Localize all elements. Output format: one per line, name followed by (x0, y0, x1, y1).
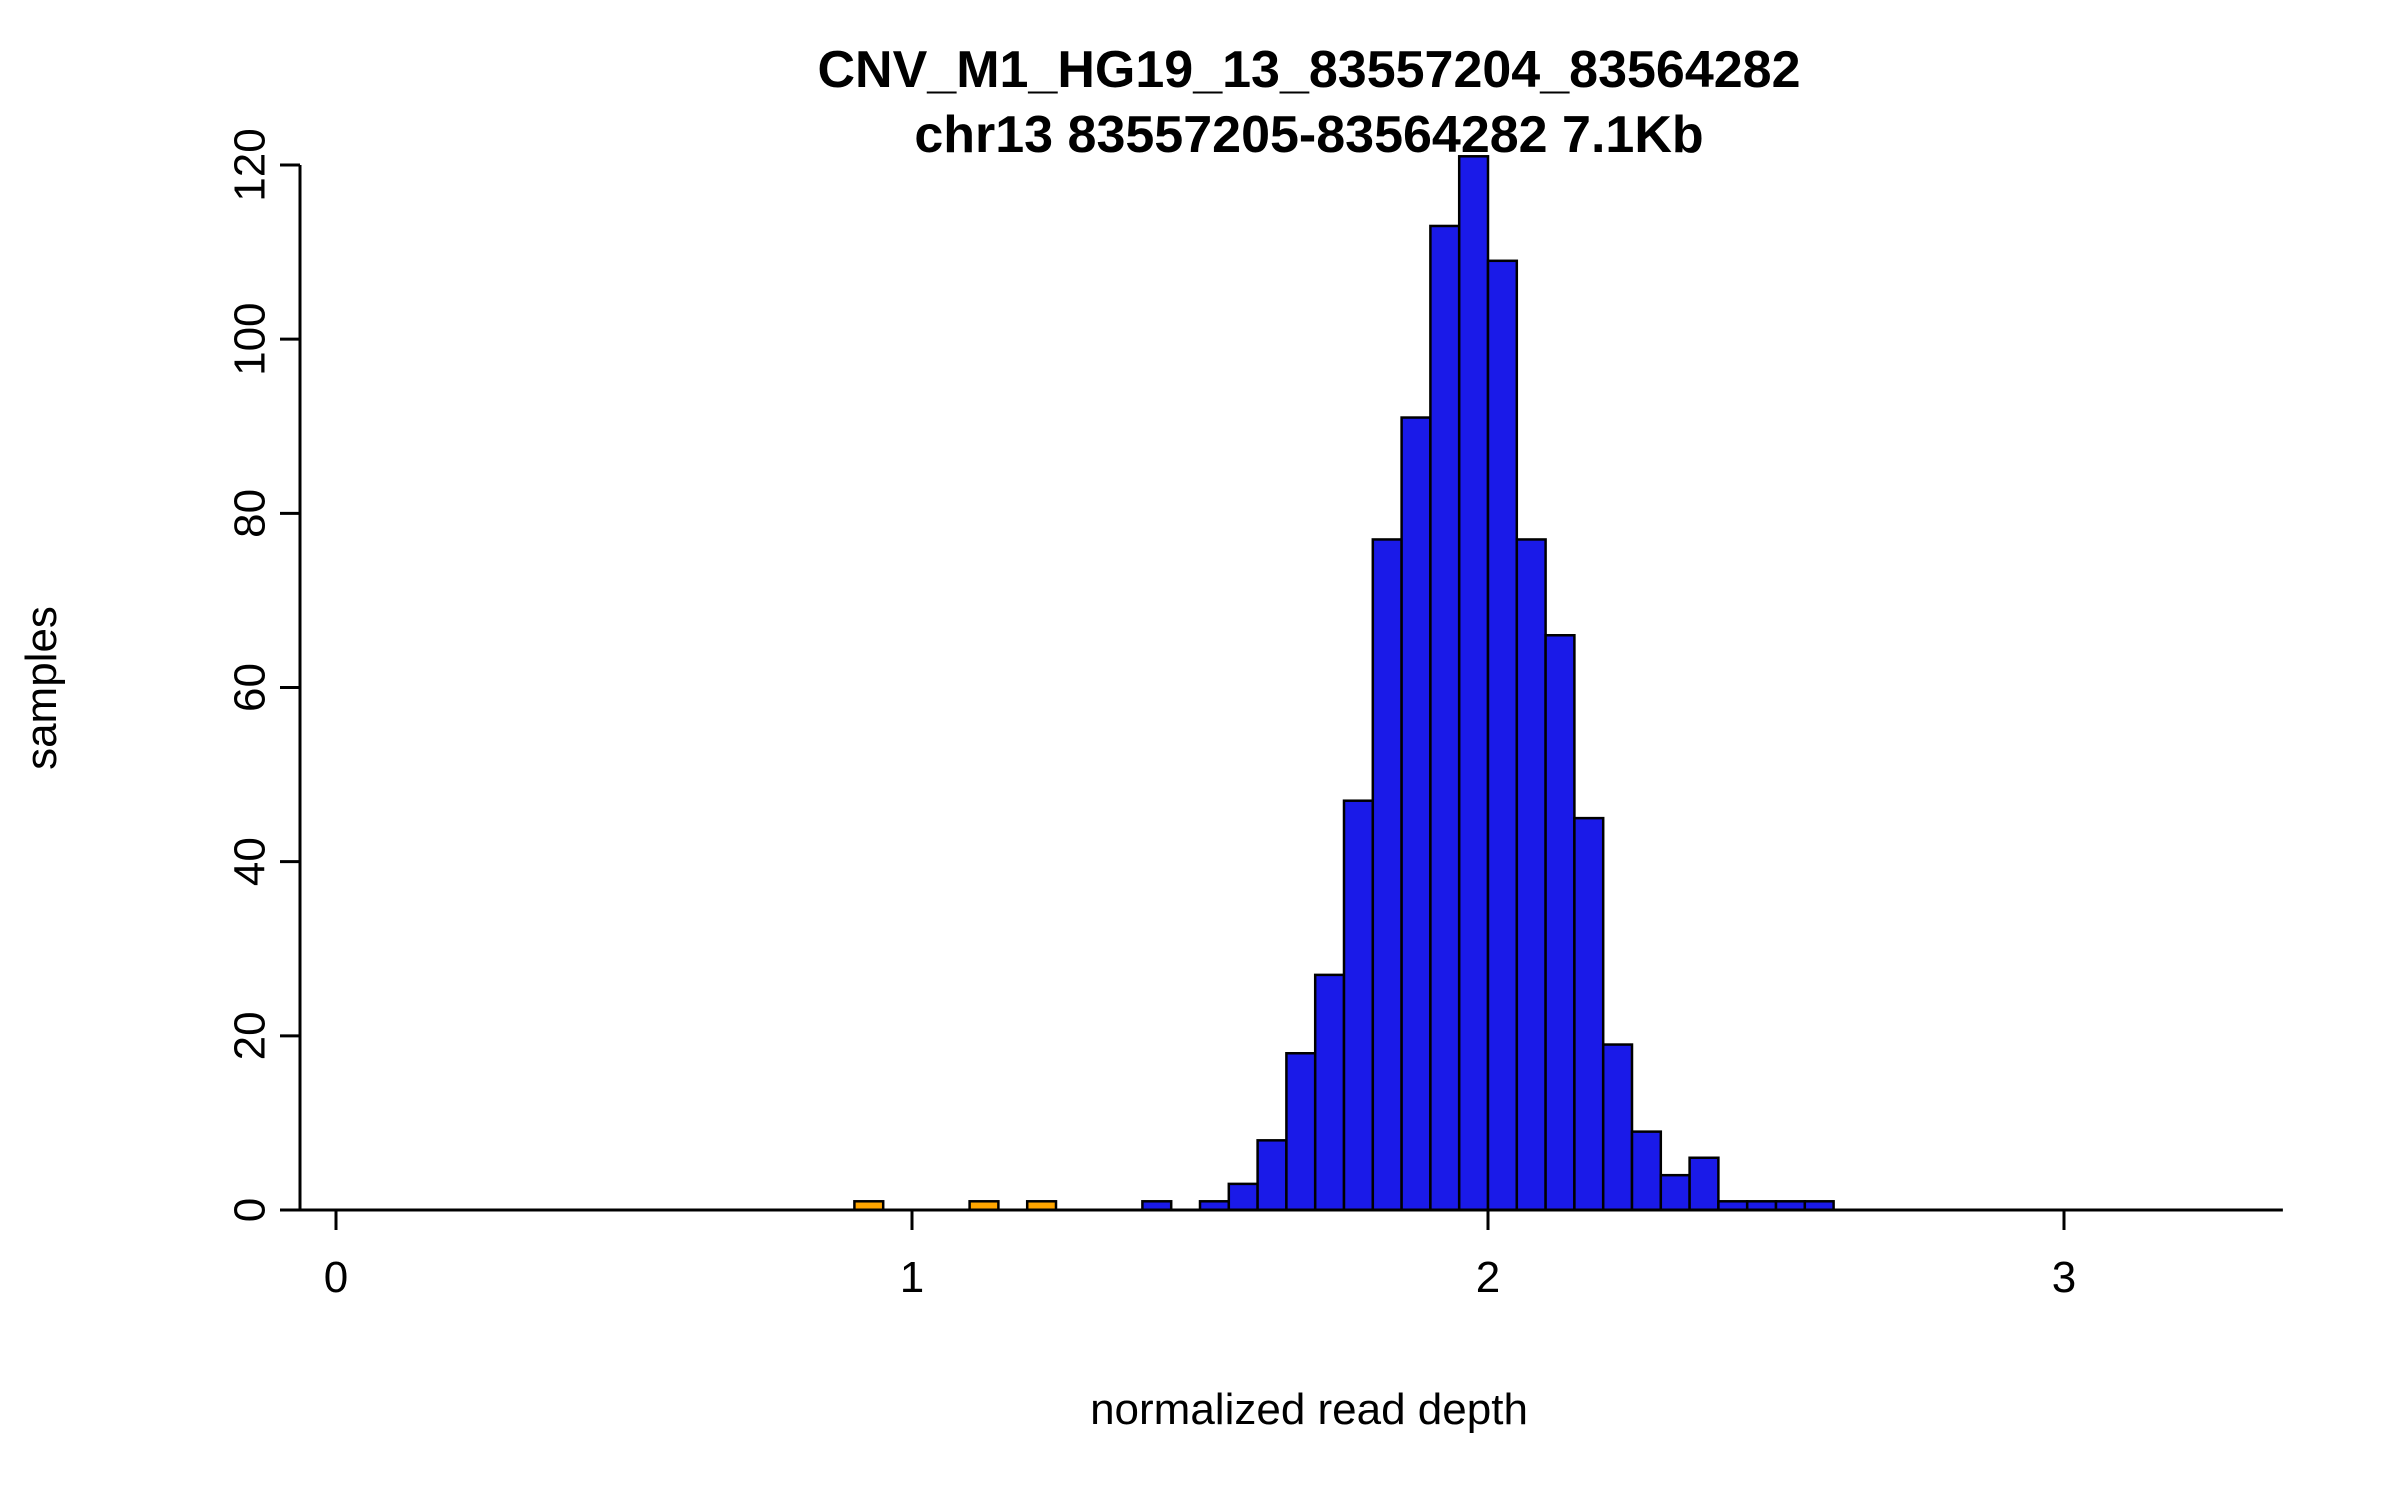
histogram-bar (1285, 1052, 1317, 1212)
x-axis-label: normalized read depth (1090, 1385, 1528, 1434)
histogram-bar (1227, 1182, 1259, 1212)
histogram-bar (1601, 1043, 1634, 1212)
histogram-bar (1256, 1139, 1288, 1212)
histogram-bar (1371, 538, 1403, 1212)
y-tick-label: 20 (226, 1011, 275, 1060)
histogram-bar (1486, 259, 1519, 1212)
y-tick-label: 80 (226, 489, 275, 538)
histogram-bar (1313, 973, 1346, 1212)
x-tick-label: 2 (1476, 1253, 1500, 1302)
histogram-bar (1457, 155, 1490, 1212)
histogram-bar (1515, 538, 1547, 1212)
histogram-bar (1659, 1173, 1691, 1212)
histogram-bar (1688, 1156, 1720, 1212)
x-tick-label: 1 (900, 1253, 924, 1302)
y-tick-label: 60 (226, 663, 275, 712)
histogram-bar (1342, 799, 1375, 1212)
histogram-bar (1630, 1130, 1663, 1212)
histogram-bar (1573, 816, 1605, 1212)
x-tick-label: 3 (2052, 1253, 2076, 1302)
histogram-bar (1544, 634, 1576, 1212)
chart-title: CNV_M1_HG19_13_83557204_83564282 (817, 41, 1801, 99)
histogram-bar (1400, 416, 1432, 1212)
chart-subtitle: chr13 83557205-83564282 7.1Kb (914, 106, 1704, 164)
y-tick-label: 120 (226, 128, 275, 201)
y-tick-label: 40 (226, 837, 275, 886)
y-tick-label: 0 (226, 1198, 275, 1222)
histogram-bar (1429, 224, 1461, 1212)
x-tick-label: 0 (324, 1253, 348, 1302)
y-tick-label: 100 (226, 302, 275, 375)
